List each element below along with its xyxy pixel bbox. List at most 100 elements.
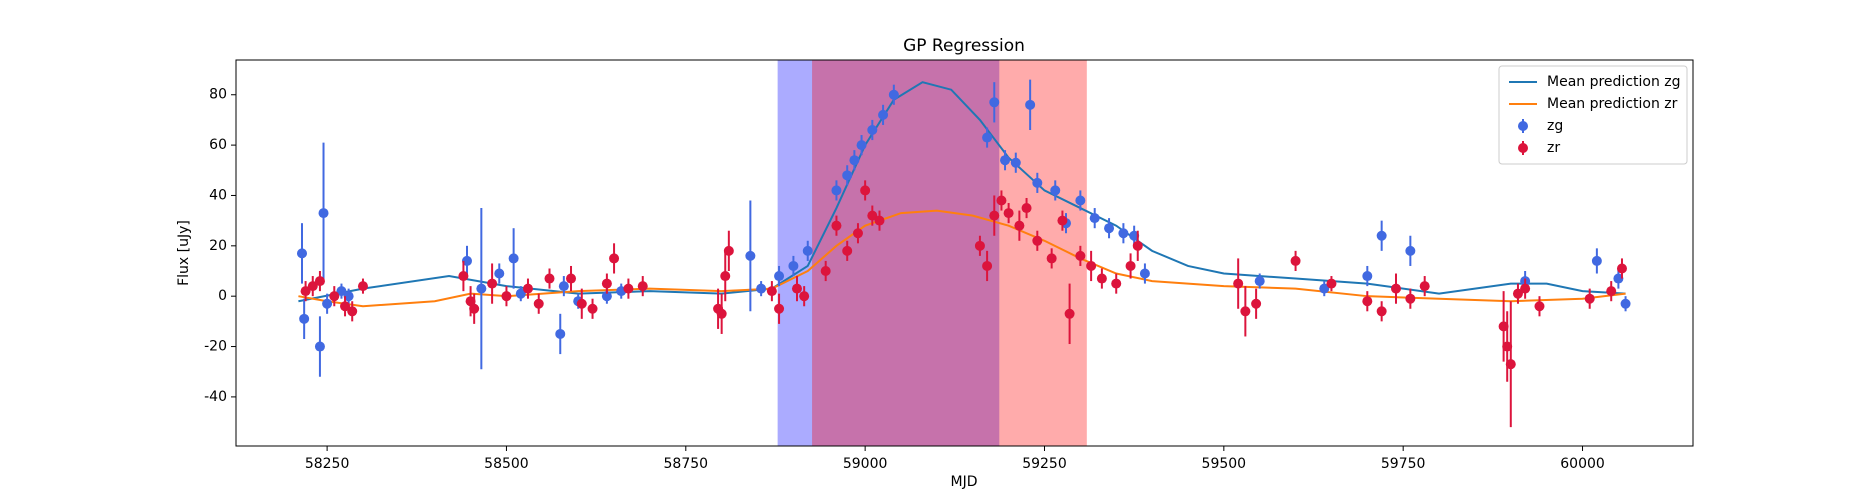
legend-label: Mean prediction zg (1547, 74, 1681, 90)
point (1032, 177, 1043, 188)
point (874, 215, 885, 226)
point (515, 288, 526, 299)
point (1606, 286, 1617, 297)
point (1025, 99, 1036, 110)
point (340, 301, 351, 312)
legend-swatch (1518, 121, 1528, 131)
y-tick-label: -20 (204, 339, 227, 355)
point (1376, 306, 1387, 317)
x-tick-label: 58500 (484, 456, 529, 472)
axes-frame (235, 59, 1694, 447)
point (1251, 298, 1262, 309)
point (1010, 157, 1021, 168)
point (544, 273, 555, 284)
point (888, 89, 899, 100)
y-axis-label: Flux [uJy] (176, 220, 192, 286)
point (609, 253, 620, 264)
point (1050, 185, 1061, 196)
point (1505, 359, 1516, 370)
y-tick-label: 20 (209, 238, 227, 254)
x-tick-label: 59000 (843, 456, 888, 472)
point (1534, 301, 1545, 312)
point (716, 308, 727, 319)
point (1000, 155, 1011, 166)
point (842, 245, 853, 256)
point (766, 286, 777, 297)
point (299, 313, 310, 324)
point (1129, 230, 1140, 241)
point (860, 185, 871, 196)
point (357, 281, 368, 292)
point (300, 286, 311, 297)
point (1240, 306, 1251, 317)
point (852, 228, 863, 239)
point (1064, 308, 1075, 319)
y-tick-label: -40 (204, 389, 227, 405)
y-tick-label: 80 (209, 87, 227, 103)
point (1405, 293, 1416, 304)
point (1613, 273, 1624, 284)
chart-title: GP Regression (903, 36, 1025, 56)
point (1584, 293, 1595, 304)
point (831, 185, 842, 196)
point (458, 271, 469, 282)
point (343, 291, 354, 302)
point (1104, 223, 1115, 234)
span (812, 60, 1087, 446)
point (1046, 253, 1057, 264)
point (788, 260, 799, 271)
point (989, 97, 1000, 108)
point (1057, 215, 1068, 226)
y-tick-label: 60 (209, 137, 227, 153)
point (347, 306, 358, 317)
point (1075, 250, 1086, 261)
point (296, 248, 307, 259)
point (1419, 281, 1430, 292)
x-tick-label: 59500 (1202, 456, 1247, 472)
point (1326, 278, 1337, 289)
point (1111, 278, 1122, 289)
point (576, 298, 587, 309)
point (1591, 255, 1602, 266)
point (1132, 240, 1143, 251)
point (601, 278, 612, 289)
point (1021, 203, 1032, 214)
point (1233, 278, 1244, 289)
point (1086, 260, 1097, 271)
point (501, 291, 512, 302)
point (996, 195, 1007, 206)
x-axis-label: MJD (951, 474, 978, 490)
x-tick-label: 59750 (1381, 456, 1426, 472)
point (522, 283, 533, 294)
point (982, 132, 993, 143)
point (314, 276, 325, 287)
legend-label: zg (1547, 118, 1563, 134)
point (799, 291, 810, 302)
point (1125, 260, 1136, 271)
x-tick-label: 58250 (305, 456, 350, 472)
point (774, 303, 785, 314)
point (1362, 271, 1373, 282)
point (476, 283, 487, 294)
point (318, 208, 329, 219)
point (842, 170, 853, 181)
point (1620, 298, 1631, 309)
x-tick-label: 60000 (1560, 456, 1605, 472)
legend-label: zr (1547, 140, 1560, 156)
point (322, 298, 333, 309)
point (1003, 208, 1014, 219)
point (974, 240, 985, 251)
mean-line (298, 209, 1626, 308)
point (1520, 283, 1531, 294)
x-tick-label: 59250 (1022, 456, 1067, 472)
point (637, 281, 648, 292)
point (533, 298, 544, 309)
point (831, 220, 842, 231)
point (601, 291, 612, 302)
point (1391, 283, 1402, 294)
point (508, 253, 519, 264)
plot-area (296, 60, 1631, 446)
point (1512, 288, 1523, 299)
point (1498, 321, 1509, 332)
